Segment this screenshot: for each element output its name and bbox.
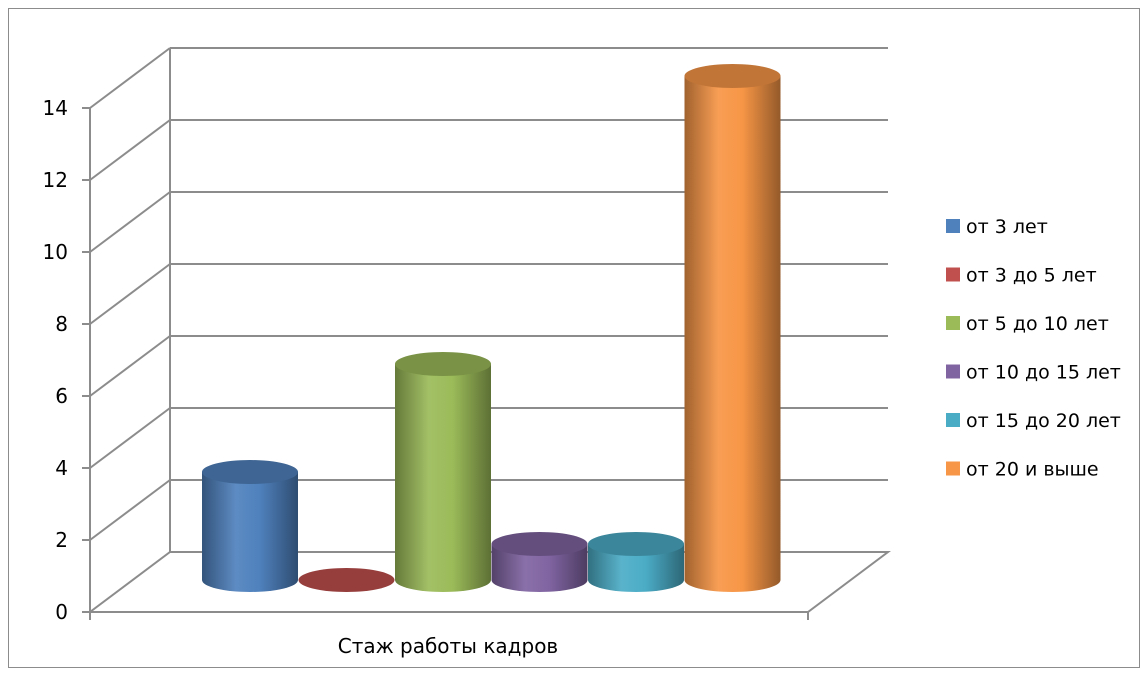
bar-body (684, 76, 781, 592)
bar-1 (202, 460, 298, 592)
y-tick-label: 2 (55, 528, 68, 552)
y-tick-label: 0 (55, 600, 68, 624)
bar-top (588, 532, 684, 556)
gridline-side (89, 263, 171, 325)
y-tick-label: 10 (43, 240, 68, 264)
bar-top (395, 352, 491, 376)
legend-item: от 20 и выше (946, 459, 1099, 481)
legend-item: от 5 до 10 лет (946, 313, 1109, 335)
y-tick-label: 4 (55, 456, 68, 480)
bar-6 (684, 64, 781, 592)
legend-label: от 3 до 5 лет (966, 265, 1097, 287)
bar-body (395, 364, 491, 592)
y-tick-label: 12 (43, 168, 68, 192)
bar-body (202, 472, 298, 592)
bar-top (684, 64, 781, 88)
legend-swatch (946, 267, 960, 282)
y-tick-label: 14 (43, 96, 68, 120)
gridline-side (89, 47, 171, 109)
gridline-side (89, 335, 171, 397)
bar-body (491, 544, 588, 592)
legend-label: от 3 лет (966, 216, 1048, 238)
chart-floor (87, 551, 891, 613)
y-tick-label: 8 (55, 312, 68, 336)
x-category-label: Стаж работы кадров (338, 634, 558, 658)
legend-swatch (946, 461, 960, 476)
bar-4 (491, 532, 588, 592)
legend: от 3 лет от 3 до 5 лет от 5 до 10 лет от 10… (946, 216, 1121, 481)
legend-swatch (946, 316, 960, 330)
legend-item: от 10 до 15 лет (946, 362, 1121, 384)
gridline-side (89, 407, 171, 469)
bar-top (298, 568, 395, 592)
bar-3 (395, 352, 491, 592)
bar-body (588, 544, 684, 592)
chart-walls (87, 48, 891, 613)
legend-label: от 10 до 15 лет (966, 362, 1121, 384)
legend-label: от 20 и выше (966, 459, 1099, 481)
y-tick-label: 6 (55, 384, 68, 408)
bar-top (491, 532, 588, 556)
bar-2 (298, 568, 395, 592)
bar-5 (588, 532, 684, 592)
gridline-side (89, 479, 171, 541)
bar-top (202, 460, 298, 484)
legend-label: от 15 до 20 лет (966, 410, 1121, 432)
y-axis-ticks: 0 2 4 6 8 10 12 14 (43, 96, 809, 624)
legend-swatch (946, 413, 960, 427)
legend-swatch (946, 219, 960, 233)
bars (202, 64, 781, 592)
gridline-side (89, 191, 171, 253)
legend-label: от 5 до 10 лет (966, 313, 1109, 335)
gridline-side (89, 119, 171, 181)
legend-item: от 15 до 20 лет (946, 410, 1121, 432)
legend-swatch (946, 364, 960, 379)
legend-item: от 3 до 5 лет (946, 265, 1097, 287)
legend-item: от 3 лет (946, 216, 1048, 238)
